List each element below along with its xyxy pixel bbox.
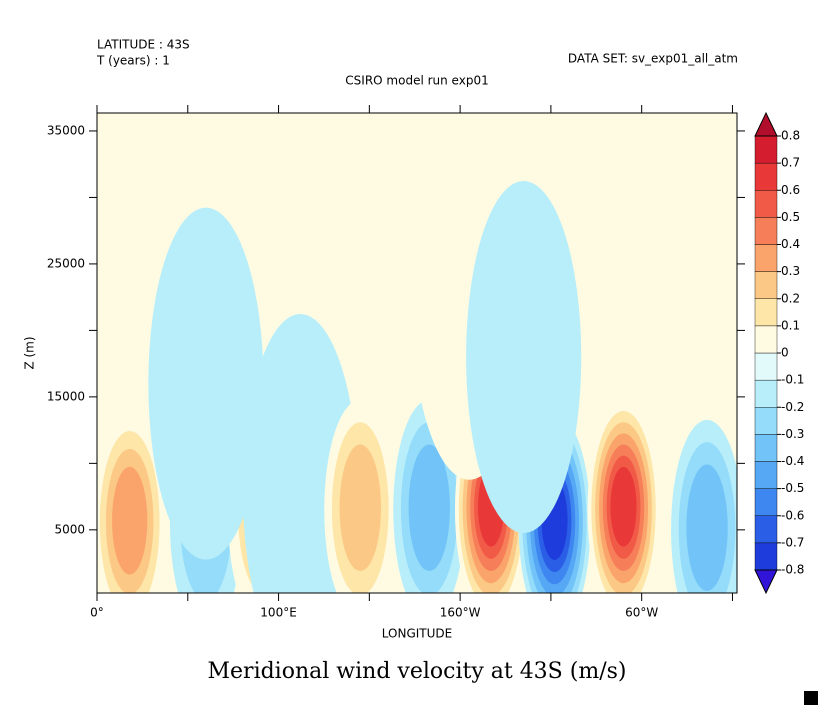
- x-tick-label: 60°W: [625, 606, 658, 620]
- x-tick-label: 0°: [90, 606, 104, 620]
- colorbar-band: [754, 461, 778, 489]
- colorbar-band: [754, 542, 778, 571]
- colorbar-band: [754, 434, 778, 462]
- header-line: LATITUDE : 43S: [97, 38, 190, 52]
- colorbar-label: 0.5: [781, 210, 800, 224]
- contour-blob: [466, 180, 582, 533]
- colorbar-band: [754, 190, 778, 218]
- colorbar-label: -0.4: [781, 454, 804, 468]
- colorbar-label: 0.7: [781, 156, 800, 170]
- colorbar-label: -0.5: [781, 481, 804, 495]
- contour-band: [118, 484, 142, 555]
- y-tick-label: 15000: [47, 389, 85, 403]
- x-axis-label: LONGITUDE: [382, 627, 452, 641]
- colorbar-label: -0.2: [781, 400, 804, 414]
- contour-band: [347, 466, 374, 547]
- colorbar-low: [754, 569, 778, 595]
- colorbar-label: -0.8: [781, 563, 804, 577]
- colorbar-band: [754, 244, 778, 272]
- subtitle: CSIRO model run exp01: [345, 74, 488, 88]
- field: [97, 127, 737, 593]
- y-tick-label: 5000: [54, 522, 85, 536]
- y-tick-label: 35000: [47, 123, 85, 137]
- colorbar-band: [754, 271, 778, 299]
- colorbar-band: [754, 217, 778, 245]
- contour-blob: [148, 207, 264, 560]
- dataset-label: DATA SET: sv_exp01_all_atm: [568, 52, 738, 66]
- plot-frame: [96, 112, 738, 594]
- contour-blob: [587, 399, 660, 593]
- colorbar-band: [754, 298, 778, 327]
- colorbar-label: 0.8: [781, 129, 800, 143]
- corner-mark: [804, 691, 818, 705]
- colorbar-label: 0.6: [781, 183, 800, 197]
- y-axis-label: Z (m): [23, 336, 37, 369]
- colorbar-band: [754, 379, 778, 408]
- contour-band: [466, 180, 582, 533]
- colorbar-band: [754, 407, 778, 435]
- header-line: T (years) : 1: [96, 54, 170, 68]
- y-tick-label: 25000: [47, 256, 85, 270]
- chart-title: Meridional wind velocity at 43S (m/s): [208, 659, 627, 684]
- colorbar-band: [754, 162, 778, 191]
- contour-blob: [671, 419, 737, 593]
- contour-blob: [97, 413, 166, 593]
- contour-band: [693, 486, 721, 567]
- colorbar-band: [754, 488, 778, 516]
- colorbar-label: 0.2: [781, 291, 800, 305]
- colorbar-label: 0.1: [781, 318, 800, 332]
- colorbar-label: -0.6: [781, 508, 804, 522]
- colorbar-band: [754, 135, 778, 164]
- colorbar-label: 0.3: [781, 264, 800, 278]
- contour-band: [148, 207, 264, 560]
- x-tick-label: 160°W: [440, 606, 481, 620]
- colorbar-band: [754, 515, 778, 544]
- contour-band: [614, 477, 633, 535]
- contour-band: [416, 466, 443, 547]
- x-tick-label: 100°E: [260, 606, 297, 620]
- colorbar-label: 0.4: [781, 237, 800, 251]
- colorbar-band: [754, 352, 778, 381]
- colorbar-label: -0.3: [781, 427, 804, 441]
- colorbar-label: -0.1: [781, 373, 804, 387]
- colorbar-high: [754, 111, 778, 137]
- colorbar-band: [754, 325, 778, 354]
- colorbar-label: 0: [781, 346, 789, 360]
- contour-blob: [324, 399, 397, 593]
- colorbar-label: -0.7: [781, 535, 804, 549]
